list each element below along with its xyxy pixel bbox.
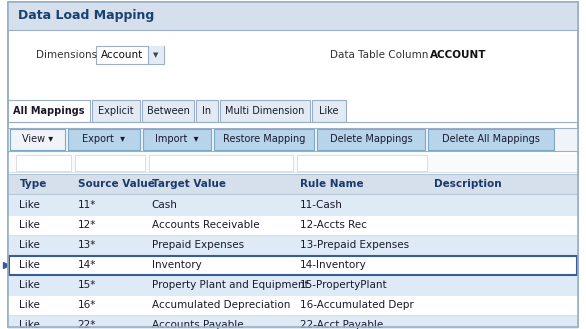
Text: 14-Inventory: 14-Inventory xyxy=(300,260,367,270)
Bar xyxy=(8,255,578,275)
Text: Between: Between xyxy=(146,106,189,116)
Bar xyxy=(68,129,140,150)
Text: ▼: ▼ xyxy=(154,52,159,58)
Bar xyxy=(196,100,218,122)
Text: Inventory: Inventory xyxy=(152,260,202,270)
Bar xyxy=(8,174,578,194)
Bar xyxy=(8,128,578,151)
Bar xyxy=(312,100,346,122)
Text: Description: Description xyxy=(434,179,502,189)
Bar xyxy=(8,295,578,315)
Text: Restore Mapping: Restore Mapping xyxy=(223,134,305,144)
Text: 13-Prepaid Expenses: 13-Prepaid Expenses xyxy=(300,240,409,250)
Text: 11-Cash: 11-Cash xyxy=(300,200,343,210)
Bar xyxy=(148,46,164,64)
Text: Dimensions: Dimensions xyxy=(36,50,97,60)
Bar xyxy=(220,100,310,122)
Text: Accounts Receivable: Accounts Receivable xyxy=(152,220,259,230)
Bar xyxy=(16,155,70,171)
Text: Delete All Mappings: Delete All Mappings xyxy=(442,134,540,144)
Bar xyxy=(8,195,578,215)
Text: 11*: 11* xyxy=(77,200,96,210)
Text: Like: Like xyxy=(19,280,40,290)
Text: Account: Account xyxy=(101,50,143,60)
Text: In: In xyxy=(202,106,212,116)
Text: Like: Like xyxy=(19,320,40,329)
Bar xyxy=(96,46,164,64)
Text: Data Table Column: Data Table Column xyxy=(330,50,428,60)
Text: Like: Like xyxy=(19,200,40,210)
Text: 15-PropertyPlant: 15-PropertyPlant xyxy=(300,280,387,290)
Bar xyxy=(9,256,577,274)
Text: Delete Mappings: Delete Mappings xyxy=(330,134,413,144)
Text: Accumulated Depreciation: Accumulated Depreciation xyxy=(152,300,290,310)
Text: Like: Like xyxy=(19,220,40,230)
Text: All Mappings: All Mappings xyxy=(13,106,85,116)
Text: 13*: 13* xyxy=(77,240,96,250)
Text: 16-Accumulated Depr: 16-Accumulated Depr xyxy=(300,300,414,310)
Text: Multi Dimension: Multi Dimension xyxy=(225,106,305,116)
Bar xyxy=(92,100,140,122)
Text: 14*: 14* xyxy=(77,260,96,270)
Bar xyxy=(149,155,293,171)
Text: ACCOUNT: ACCOUNT xyxy=(430,50,486,60)
Text: Target Value: Target Value xyxy=(152,179,226,189)
Text: 22*: 22* xyxy=(77,320,96,329)
Text: Export  ▾: Export ▾ xyxy=(83,134,125,144)
Text: Data Load Mapping: Data Load Mapping xyxy=(18,10,154,22)
Bar xyxy=(10,129,65,150)
Text: Rule Name: Rule Name xyxy=(300,179,363,189)
Bar xyxy=(8,100,90,122)
Bar xyxy=(317,129,425,150)
Text: 22-Acct Payable: 22-Acct Payable xyxy=(300,320,383,329)
Text: Accounts Payable: Accounts Payable xyxy=(152,320,243,329)
Bar xyxy=(297,155,427,171)
Text: 12-Accts Rec: 12-Accts Rec xyxy=(300,220,367,230)
Text: Like: Like xyxy=(19,300,40,310)
Bar xyxy=(8,2,578,30)
Text: 16*: 16* xyxy=(77,300,96,310)
Bar xyxy=(74,155,145,171)
Bar xyxy=(8,275,578,295)
Text: Import  ▾: Import ▾ xyxy=(155,134,199,144)
Text: Like: Like xyxy=(19,260,40,270)
Text: Like: Like xyxy=(319,106,339,116)
Bar xyxy=(142,100,194,122)
Text: View ▾: View ▾ xyxy=(22,134,53,144)
Bar xyxy=(8,315,578,329)
Bar xyxy=(143,129,211,150)
Text: Prepaid Expenses: Prepaid Expenses xyxy=(152,240,244,250)
Text: Cash: Cash xyxy=(152,200,178,210)
Text: Type: Type xyxy=(19,179,47,189)
Bar xyxy=(8,215,578,235)
Text: 15*: 15* xyxy=(77,280,96,290)
Bar xyxy=(428,129,554,150)
Text: Property Plant and Equipment: Property Plant and Equipment xyxy=(152,280,308,290)
Text: 12*: 12* xyxy=(77,220,96,230)
Bar xyxy=(8,154,578,172)
Bar xyxy=(8,235,578,255)
Text: Source Value: Source Value xyxy=(77,179,155,189)
Bar xyxy=(214,129,314,150)
Text: Explicit: Explicit xyxy=(98,106,134,116)
Text: Like: Like xyxy=(19,240,40,250)
